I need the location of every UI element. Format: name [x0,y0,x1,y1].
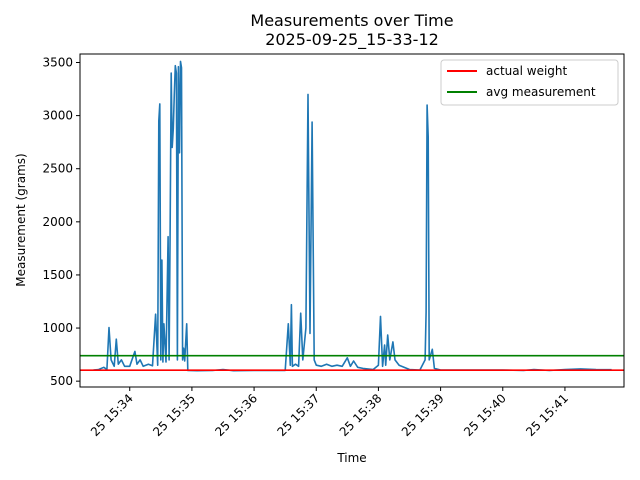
legend: actual weight avg measurement [440,59,619,106]
x-tick-label: 25 15:39 [399,391,447,439]
legend-label-actual-weight: actual weight [486,64,568,78]
y-tick-label: 2000 [42,215,73,229]
x-tick-label: 25 15:34 [88,391,136,439]
measurement-line [93,60,612,372]
y-tick-label: 1500 [42,268,73,282]
x-tick-label: 25 15:40 [461,391,509,439]
legend-box [440,59,619,106]
y-tick-label: 3500 [42,55,73,69]
x-tick-label: 25 15:41 [523,391,571,439]
chart-title: Measurements over Time [250,11,453,30]
plot-frame [79,53,625,388]
y-tick-label: 3000 [42,109,73,123]
y-tick-label: 1000 [42,321,73,335]
x-tick-label: 25 15:37 [275,391,323,439]
legend-label-avg-measurement: avg measurement [486,85,596,99]
x-axis-ticks: 25 15:34 25 15:35 25 15:36 25 15:37 25 15:38… [88,387,571,439]
plot-area [80,60,624,372]
x-axis-label: Time [336,451,366,465]
y-tick-label: 2500 [42,162,73,176]
x-tick-label: 25 15:35 [150,391,198,439]
y-tick-label: 500 [50,374,73,388]
chart-subtitle: 2025-09-25_15-33-12 [265,30,439,50]
x-tick-label: 25 15:36 [212,391,260,439]
y-axis-label: Measurement (grams) [14,153,28,286]
y-axis-ticks: 500 1000 1500 2000 2500 3000 3500 [42,55,80,388]
x-tick-label: 25 15:38 [337,391,385,439]
